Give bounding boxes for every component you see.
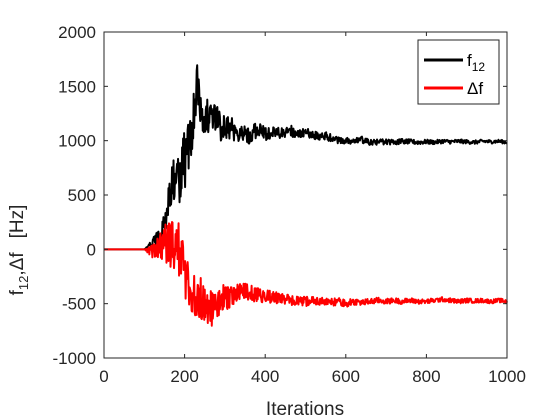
series-layer bbox=[103, 64, 508, 327]
legend-label-f12: f12 bbox=[467, 51, 485, 74]
x-tick-label: 0 bbox=[99, 367, 108, 386]
ticks-layer: 0 200 400 600 800 1000 -1000 -500 0 500 1000 1500 20… bbox=[53, 23, 526, 386]
y-axis-title-unit: [Hz] bbox=[7, 205, 28, 239]
y-tick-label: -1000 bbox=[53, 349, 96, 368]
legend-box bbox=[417, 39, 500, 105]
series-line-delta-f bbox=[103, 221, 508, 327]
y-tick-label: 0 bbox=[87, 240, 96, 259]
y-axis-title-rest: ,Δf bbox=[7, 252, 28, 276]
legend-label-df: Δf bbox=[467, 79, 483, 98]
x-tick-label: 800 bbox=[412, 367, 440, 386]
y-tick-label: 500 bbox=[68, 186, 96, 205]
x-axis-title: Iterations bbox=[266, 399, 344, 420]
x-tick-label: 600 bbox=[332, 367, 360, 386]
legend-label-f12-main: f bbox=[467, 51, 472, 70]
legend: f12 Δf bbox=[417, 39, 500, 105]
x-tick-label: 400 bbox=[251, 367, 279, 386]
legend-label-f12-sub: 12 bbox=[472, 60, 486, 74]
y-tick-label: 2000 bbox=[58, 23, 96, 42]
y-tick-label: -500 bbox=[62, 295, 96, 314]
y-axis-title-main: f bbox=[7, 289, 28, 295]
x-tick-label: 200 bbox=[170, 367, 198, 386]
y-tick-label: 1500 bbox=[58, 77, 96, 96]
y-tick-label: 1000 bbox=[58, 132, 96, 151]
series-line-f12 bbox=[103, 64, 508, 251]
x-tick-label: 1000 bbox=[488, 367, 526, 386]
plot-frame bbox=[103, 31, 508, 359]
y-axis-title: f12,Δf [Hz] bbox=[7, 205, 31, 296]
y-axis-title-sub: 12 bbox=[16, 276, 31, 290]
